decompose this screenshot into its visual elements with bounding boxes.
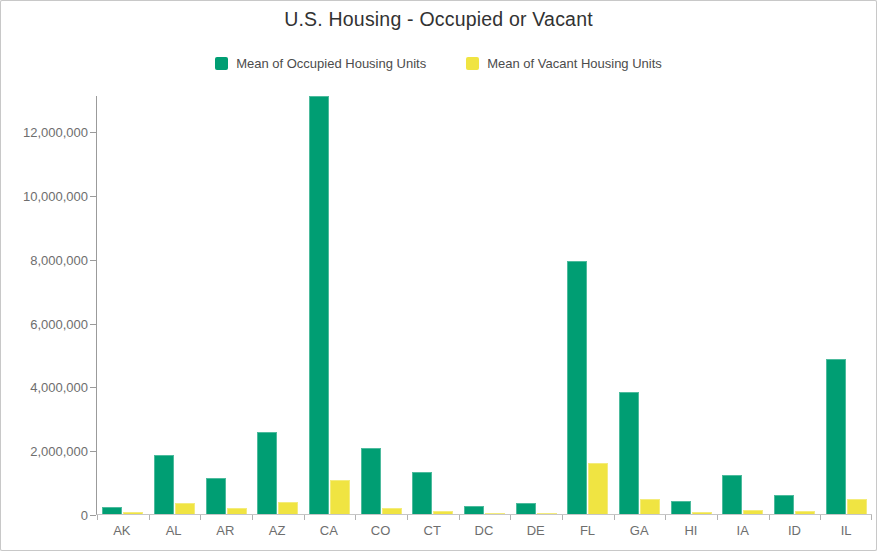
vacant-bar-co[interactable] xyxy=(382,508,402,514)
vacant-bar-ca[interactable] xyxy=(330,480,350,514)
bar-group-il xyxy=(820,96,872,514)
x-axis-label-az: AZ xyxy=(251,523,303,538)
occupied-bar-id[interactable] xyxy=(774,495,794,514)
bar-group-ak xyxy=(97,96,149,514)
occupied-bar-al[interactable] xyxy=(154,455,174,514)
occupied-bar-hi[interactable] xyxy=(671,501,691,514)
x-axis-label-ar: AR xyxy=(199,523,251,538)
occupied-bar-ak[interactable] xyxy=(102,507,122,514)
vacant-series-swatch-icon xyxy=(466,57,479,70)
y-axis-tick xyxy=(90,451,96,452)
plot-area: 02,000,0004,000,0006,000,0008,000,00010,… xyxy=(96,96,872,515)
vacant-bar-az[interactable] xyxy=(278,502,298,514)
bar-group-fl xyxy=(562,96,614,514)
bar-group-id xyxy=(769,96,821,514)
x-axis-label-id: ID xyxy=(769,523,821,538)
bar-group-az xyxy=(252,96,304,514)
x-axis-label-co: CO xyxy=(355,523,407,538)
y-axis-tick xyxy=(90,515,96,516)
x-axis-label-il: IL xyxy=(820,523,872,538)
x-axis-label-de: DE xyxy=(510,523,562,538)
bar-group-al xyxy=(149,96,201,514)
bar-group-hi xyxy=(665,96,717,514)
occupied-bar-ia[interactable] xyxy=(722,475,742,514)
x-axis-label-ia: IA xyxy=(717,523,769,538)
occupied-bar-de[interactable] xyxy=(516,503,536,514)
occupied-bar-ct[interactable] xyxy=(412,472,432,514)
legend-label-occupied: Mean of Occupied Housing Units xyxy=(236,56,426,71)
vacant-bar-ar[interactable] xyxy=(227,508,247,514)
y-axis-tick-label: 0 xyxy=(81,508,88,523)
y-axis-tick-label: 6,000,000 xyxy=(30,316,88,331)
bar-group-ct xyxy=(407,96,459,514)
occupied-bar-az[interactable] xyxy=(257,432,277,514)
x-axis-label-fl: FL xyxy=(562,523,614,538)
bar-group-dc xyxy=(459,96,511,514)
y-axis-tick xyxy=(90,132,96,133)
occupied-bar-fl[interactable] xyxy=(567,261,587,514)
vacant-bar-fl[interactable] xyxy=(588,463,608,514)
y-axis-tick xyxy=(90,260,96,261)
occupied-bar-dc[interactable] xyxy=(464,506,484,514)
chart-window: U.S. Housing - Occupied or Vacant Mean o… xyxy=(0,0,877,551)
legend-item-vacant[interactable]: Mean of Vacant Housing Units xyxy=(466,56,662,71)
vacant-bar-ia[interactable] xyxy=(743,510,763,514)
bar-group-ar xyxy=(200,96,252,514)
x-axis-label-ca: CA xyxy=(303,523,355,538)
x-axis-label-al: AL xyxy=(148,523,200,538)
occupied-series-swatch-icon xyxy=(215,57,228,70)
legend-label-vacant: Mean of Vacant Housing Units xyxy=(487,56,662,71)
y-axis-tick xyxy=(90,324,96,325)
vacant-bar-ct[interactable] xyxy=(433,511,453,514)
occupied-bar-ar[interactable] xyxy=(206,478,226,514)
bar-group-ia xyxy=(717,96,769,514)
x-axis-label-ak: AK xyxy=(96,523,148,538)
legend: Mean of Occupied Housing Units Mean of V… xyxy=(1,56,876,71)
vacant-bar-ga[interactable] xyxy=(640,499,660,514)
vacant-bar-al[interactable] xyxy=(175,503,195,514)
bar-group-ga xyxy=(614,96,666,514)
vacant-bar-ak[interactable] xyxy=(123,512,143,514)
vacant-bar-id[interactable] xyxy=(795,511,815,514)
y-axis-tick-label: 8,000,000 xyxy=(30,252,88,267)
vacant-bar-de[interactable] xyxy=(537,513,557,514)
bar-groups xyxy=(97,96,872,514)
x-axis-label-hi: HI xyxy=(665,523,717,538)
legend-item-occupied[interactable]: Mean of Occupied Housing Units xyxy=(215,56,426,71)
vacant-bar-dc[interactable] xyxy=(485,513,505,514)
x-axis-label-ga: GA xyxy=(613,523,665,538)
x-axis-right-tick xyxy=(871,515,872,520)
y-axis-tick-label: 4,000,000 xyxy=(30,380,88,395)
y-axis-tick xyxy=(90,196,96,197)
bar-group-ca xyxy=(304,96,356,514)
y-axis-tick xyxy=(90,387,96,388)
y-axis-tick-label: 10,000,000 xyxy=(23,188,88,203)
bar-group-de xyxy=(510,96,562,514)
x-axis-label-ct: CT xyxy=(406,523,458,538)
chart-title: U.S. Housing - Occupied or Vacant xyxy=(1,8,876,31)
vacant-bar-hi[interactable] xyxy=(692,512,712,514)
occupied-bar-ca[interactable] xyxy=(309,96,329,514)
x-axis-label-dc: DC xyxy=(458,523,510,538)
occupied-bar-co[interactable] xyxy=(361,448,381,514)
bar-group-co xyxy=(355,96,407,514)
occupied-bar-il[interactable] xyxy=(826,359,846,514)
y-axis-tick-label: 12,000,000 xyxy=(23,125,88,140)
y-axis-tick-label: 2,000,000 xyxy=(30,444,88,459)
x-axis-labels: AKALARAZCACOCTDCDEFLGAHIIAIDIL xyxy=(96,523,872,538)
occupied-bar-ga[interactable] xyxy=(619,392,639,514)
vacant-bar-il[interactable] xyxy=(847,499,867,514)
